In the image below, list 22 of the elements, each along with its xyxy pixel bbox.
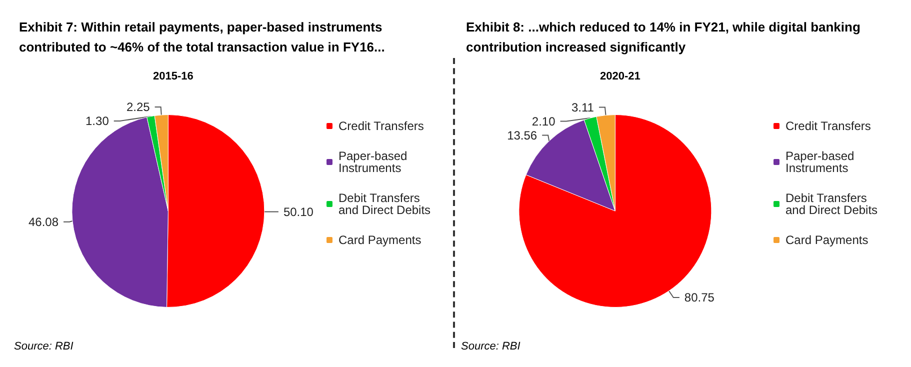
data-label: 13.56	[507, 128, 538, 142]
data-label: 80.75	[684, 290, 715, 304]
legend-label: Debit Transfers and Direct Debits	[338, 191, 431, 217]
legend-label: Paper-based Instruments	[786, 149, 858, 175]
legend-label: Card Payments	[338, 233, 422, 247]
legend-label: Paper-based Instruments	[338, 149, 411, 175]
chart-subtitle: 2015-16	[153, 70, 194, 82]
legend-label: Card Payments	[786, 233, 868, 247]
data-label: 3.11	[572, 100, 594, 114]
data-label: 50.10	[283, 204, 314, 219]
chart-title: Exhibit 8: ...which reduced to 14% in FY21, while digital banking contribution increased significantly	[466, 20, 864, 54]
chart-subtitle: 2020-21	[600, 70, 640, 82]
data-label: 2.10	[532, 114, 556, 128]
legend-label: Credit Transfers	[338, 119, 424, 133]
legend-label: Debit Transfers and Direct Debits	[786, 191, 878, 217]
data-label: 46.08	[28, 214, 59, 229]
data-label: 2.25	[126, 100, 150, 114]
legend-label: Credit Transfers	[786, 119, 871, 133]
source-note: Source: RBI	[14, 340, 74, 352]
chart-title: Exhibit 7: Within retail payments, paper-based instruments contributed to ~46% of the total transaction value in FY16...	[19, 20, 386, 54]
data-label: 1.30	[86, 114, 110, 128]
source-note: Source: RBI	[461, 340, 520, 352]
